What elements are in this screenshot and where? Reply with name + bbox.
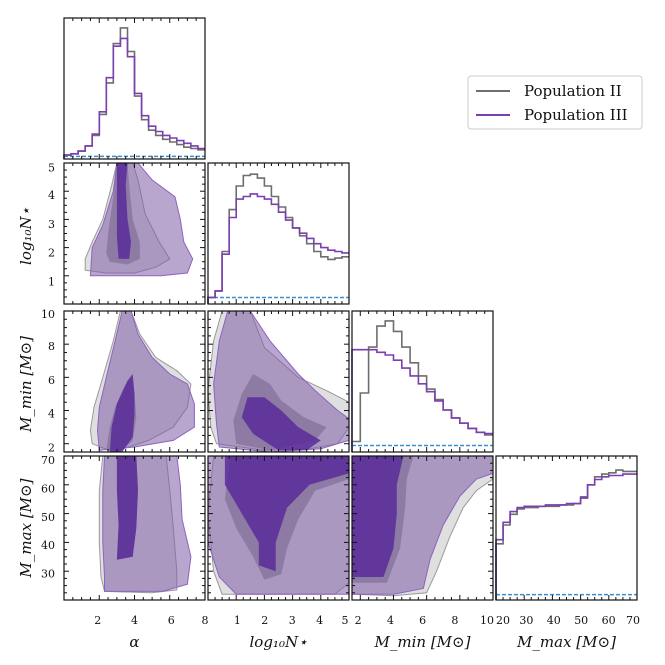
contour-panel-log10nstar-vs-alpha — [84, 163, 194, 277]
y-tick-labels-mmin: 2 4 6 8 10 — [41, 308, 55, 454]
x-axis-label-log10nstar: log₁₀N⋆ — [250, 633, 308, 651]
y-tick-label: 10 — [41, 308, 55, 321]
contour-inner-population-iii — [116, 163, 131, 259]
panel-ticks-0-0 — [63, 18, 206, 159]
x-axis-label-mmax: M_max [M⊙] — [516, 633, 616, 651]
y-tick-label: 70 — [41, 454, 55, 467]
panel-frame-3-3 — [495, 455, 638, 601]
contour-layer — [84, 163, 493, 597]
contour-inner-population-iii — [116, 456, 138, 560]
x-tick-label: 4 — [316, 614, 323, 627]
panel-ticks-1-1 — [207, 163, 350, 304]
contour-panel-mmin-vs-log10nstar — [208, 311, 349, 452]
panel-ticks-2-1 — [207, 310, 350, 453]
x-tick-label: 20 — [496, 614, 510, 627]
contour-panel-mmax-vs-alpha — [98, 456, 192, 594]
y-tick-label: 3 — [48, 218, 55, 231]
panel-ticks-2-2 — [351, 311, 494, 452]
histogram-layer — [63, 27, 637, 600]
legend-box — [467, 75, 643, 130]
x-tick-labels-log10nstar: 1 2 3 4 5 — [234, 614, 349, 627]
y-tick-label: 6 — [48, 374, 55, 387]
y-tick-label: 2 — [48, 441, 55, 454]
x-tick-labels-mmin: 2 4 6 8 10 — [355, 614, 494, 627]
y-tick-label: 1 — [48, 275, 55, 288]
panel-frame-2-2 — [351, 310, 494, 453]
x-tick-labels-mmax: 20 30 40 50 60 70 — [496, 614, 640, 627]
x-axis-label-mmin: M_min [M⊙] — [374, 633, 471, 651]
x-tick-label: 2 — [261, 614, 268, 627]
legend-label-population-iii: Population III — [524, 106, 628, 124]
y-axis-label-log10nstar: log₁₀N⋆ — [17, 207, 35, 265]
x-tick-label: 30 — [519, 614, 533, 627]
x-tick-label: 6 — [419, 614, 426, 627]
x-axis-label-alpha: α — [129, 633, 139, 651]
y-tick-label: 4 — [48, 408, 55, 421]
x-tick-label: 50 — [574, 614, 588, 627]
panel-ticks-3-0 — [63, 455, 206, 601]
x-tick-label: 40 — [547, 614, 561, 627]
y-tick-labels-log10nstar: 1 2 3 4 5 — [48, 162, 55, 289]
legend-label-population-ii: Population II — [524, 82, 622, 100]
x-tick-label: 3 — [289, 614, 296, 627]
contour-inner-population-iii — [109, 374, 135, 452]
marginal-mmax — [495, 469, 637, 600]
y-tick-label: 4 — [48, 189, 55, 202]
contour-panel-mmin-vs-alpha — [89, 311, 195, 452]
x-tick-label: 4 — [387, 614, 394, 627]
hist-step-population-iii — [63, 37, 205, 159]
x-tick-label: 60 — [602, 614, 616, 627]
contour-panel-mmax-vs-log10nstar — [208, 456, 349, 595]
contour-outer-population-iii — [102, 456, 192, 592]
marginal-log10nstar — [207, 173, 349, 304]
x-tick-label: 8 — [202, 614, 209, 627]
contour-inner-population-iii — [224, 456, 349, 572]
y-tick-label: 50 — [41, 511, 55, 524]
x-tick-labels-alpha: 2 4 6 8 — [94, 614, 208, 627]
y-tick-label: 40 — [41, 539, 55, 552]
panel-ticks-3-1 — [207, 455, 350, 601]
panel-ticks-3-2 — [351, 455, 494, 601]
y-tick-label: 8 — [48, 340, 55, 353]
tick-layer — [63, 18, 638, 601]
panel-ticks-2-0 — [63, 310, 206, 453]
x-tick-label: 8 — [451, 614, 458, 627]
panel-ticks-1-0 — [63, 162, 206, 305]
marginal-alpha — [63, 27, 205, 159]
y-axis-label-mmax: M_max [M⊙] — [17, 478, 35, 578]
y-axis-label-mmin: M_min [M⊙] — [17, 336, 35, 433]
hist-step-population-ii — [495, 469, 637, 600]
y-tick-labels-mmax: 30 40 50 60 70 — [41, 454, 55, 581]
x-tick-label: 2 — [94, 614, 101, 627]
y-tick-label: 2 — [48, 247, 55, 260]
contour-inner-population-iii — [241, 397, 321, 451]
contour-outer-population-iii — [89, 163, 194, 277]
x-tick-label: 1 — [234, 614, 241, 627]
x-tick-label: 10 — [480, 614, 494, 627]
legend: Population II Population III — [467, 75, 643, 130]
hist-step-population-ii — [351, 320, 493, 452]
y-tick-label: 5 — [48, 162, 55, 175]
x-tick-label: 5 — [342, 614, 349, 627]
y-tick-label: 60 — [41, 482, 55, 495]
hist-step-population-iii — [351, 348, 493, 452]
y-tick-label: 30 — [41, 568, 55, 581]
hist-step-population-iii — [495, 473, 637, 600]
x-tick-label: 2 — [355, 614, 362, 627]
contour-inner-population-iii — [352, 456, 404, 577]
x-tick-label: 6 — [168, 614, 175, 627]
marginal-mmin — [351, 320, 493, 452]
x-tick-label: 4 — [131, 614, 138, 627]
contour-panel-mmax-vs-mmin — [352, 456, 493, 597]
hist-step-population-iii — [207, 193, 349, 304]
x-tick-label: 70 — [626, 614, 640, 627]
panel-ticks-3-3 — [495, 456, 638, 600]
